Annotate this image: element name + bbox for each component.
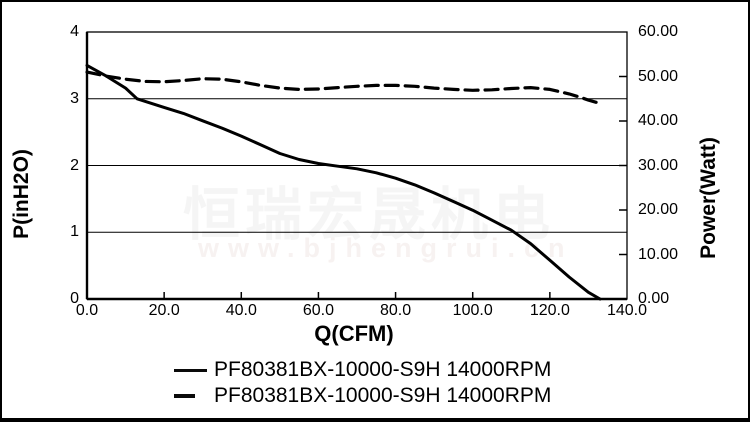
legend-label-pressure: PF80381BX-10000-S9H 14000RPM [214,358,552,381]
watermark-company-text: 恒瑞宏晟机电 [183,183,555,247]
legend-item-pressure-curve: PF80381BX-10000-S9H 14000RPM [174,357,551,383]
legend-item-power-curve: PF80381BX-10000-S9H 14000RPM [174,383,551,409]
dashed-curve [85,70,598,104]
dashed-line-icon [174,394,195,398]
solid-curve [85,63,602,301]
watermark-website-text: www.bjhengrui.cn [198,233,574,263]
x-axis-title: Q(CFM) [314,321,394,346]
legend-label-power: PF80381BX-10000-S9H 14000RPM [214,384,552,407]
legend-marker-box [174,368,214,372]
legend: PF80381BX-10000-S9H 14000RPM PF80381BX-1… [174,357,551,409]
solid-line-icon [174,368,207,372]
legend-marker-box [174,394,214,398]
